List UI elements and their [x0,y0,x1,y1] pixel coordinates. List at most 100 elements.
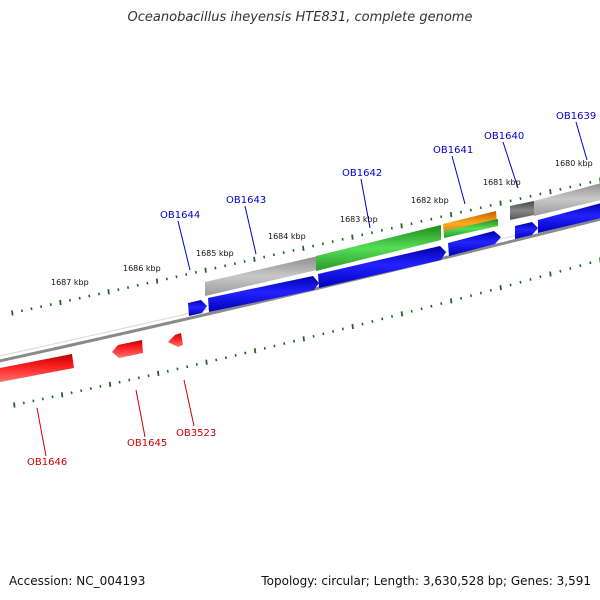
inner-tick-18 [186,365,189,369]
inner-tick-17 [176,367,179,371]
outer-tick-58 [579,183,582,187]
outer-tick-45 [449,211,453,218]
inner-tick-58 [579,264,582,268]
inner-tick-55 [549,271,552,277]
inner-tick-0 [13,402,16,408]
outer-tick-56 [559,187,562,191]
inner-tick-2 [32,399,35,403]
cds-arrow-ob1643 [208,276,319,312]
inner-tick-ring [13,257,600,408]
cds-arrow-ob1646 [0,354,74,383]
inner-tick-11 [118,380,121,384]
outer-tick-7 [78,296,81,300]
inner-tick-43 [430,304,433,308]
inner-tick-7 [80,389,83,393]
gene-bar-ob1643-ob1644 [205,256,318,296]
outer-tick-49 [489,204,492,207]
tick-label-1685: 1685 kbp [196,249,234,258]
outer-tick-38 [380,228,383,232]
gene-labels: OB1639 OB1640 OB1641 OB1642 OB1643 OB164… [27,111,596,468]
cds-arrow-ob1641 [448,231,501,256]
leader-ob1640 [502,141,519,189]
outer-tick-21 [214,266,217,270]
inner-tick-29 [292,339,296,343]
inner-tick-34 [341,327,344,331]
leader-ob1639 [575,121,588,161]
tick-label-1687: 1687 kbp [51,278,89,287]
inner-tick-52 [519,280,522,284]
inner-tick-10 [108,381,112,387]
leader-ob1646 [36,407,47,457]
inner-tick-3 [41,397,44,401]
cds-arrow-ob1639 [538,203,600,233]
label-leaders [36,121,588,457]
outer-tick-27 [272,253,275,257]
inner-tick-31 [312,334,315,338]
forward-cds-track [188,203,600,316]
outer-tick-16 [165,277,168,281]
outer-tick-42 [420,219,423,223]
outer-tick-9 [97,292,101,296]
gene-bar-ob1642 [316,225,441,271]
outer-tick-6 [68,298,72,302]
outer-tick-18 [185,273,188,276]
inner-tick-9 [99,385,102,388]
inner-tick-59 [589,261,592,265]
inner-tick-57 [569,267,572,270]
outer-tick-26 [263,255,266,259]
inner-tick-6 [70,391,73,395]
outer-tick-3 [40,305,43,309]
inner-tick-37 [371,320,374,323]
outer-tick-50 [499,200,502,206]
gene-label-ob1639: OB1639 [556,111,596,122]
inner-tick-46 [460,296,463,300]
inner-tick-35 [351,323,354,330]
cds-arrow-ob1645 [112,340,143,358]
outer-tick-23 [233,262,236,266]
inner-tick-12 [128,378,131,382]
outer-tick-54 [539,192,542,196]
inner-tick-23 [234,353,237,357]
gene-label-ob1643: OB1643 [226,195,266,206]
outer-tick-30 [302,245,305,251]
gene-label-ob1644: OB1644 [160,210,200,221]
outer-tick-14 [146,281,149,285]
outer-tick-55 [549,188,552,195]
inner-tick-39 [390,315,394,318]
outer-tick-31 [312,244,315,248]
inner-tick-49 [489,288,492,292]
inner-tick-36 [361,322,364,326]
outer-tick-4 [49,303,52,306]
outer-tick-32 [321,242,324,246]
inner-tick-20 [205,359,208,365]
outer-tick-39 [390,226,393,230]
outer-tick-2 [30,307,33,311]
outer-tick-52 [519,197,522,200]
cds-arrow-ob1642 [318,246,446,288]
gene-bar-ob1640 [510,201,534,220]
outer-tick-25 [253,256,256,262]
gene-label-ob1640: OB1640 [484,131,524,142]
outer-tick-24 [243,260,246,263]
accession-text: Accession: NC_004193 [9,574,146,588]
inner-tick-26 [263,346,266,350]
inner-tick-15 [157,370,160,377]
inner-tick-51 [509,283,512,287]
outer-tick-37 [371,231,374,235]
gene-bar-ob1641-sub [444,219,498,238]
outer-tick-40 [400,223,403,229]
inner-tick-24 [244,351,247,355]
inner-tick-54 [539,275,542,279]
inner-tick-25 [253,348,257,354]
inner-tick-1 [22,401,25,405]
outer-tick-41 [410,222,413,226]
inner-tick-16 [166,369,169,373]
gene-label-ob1646: OB1646 [27,457,67,468]
outer-tick-36 [361,233,364,237]
inner-tick-33 [332,330,335,333]
scale-labels: 1680 kbp 1681 kbp 1682 kbp 1683 kbp 1684… [51,159,593,287]
tick-label-1686: 1686 kbp [123,264,161,273]
outer-tick-10 [107,289,110,295]
outer-tick-46 [459,210,463,214]
outer-tick-43 [430,217,433,221]
